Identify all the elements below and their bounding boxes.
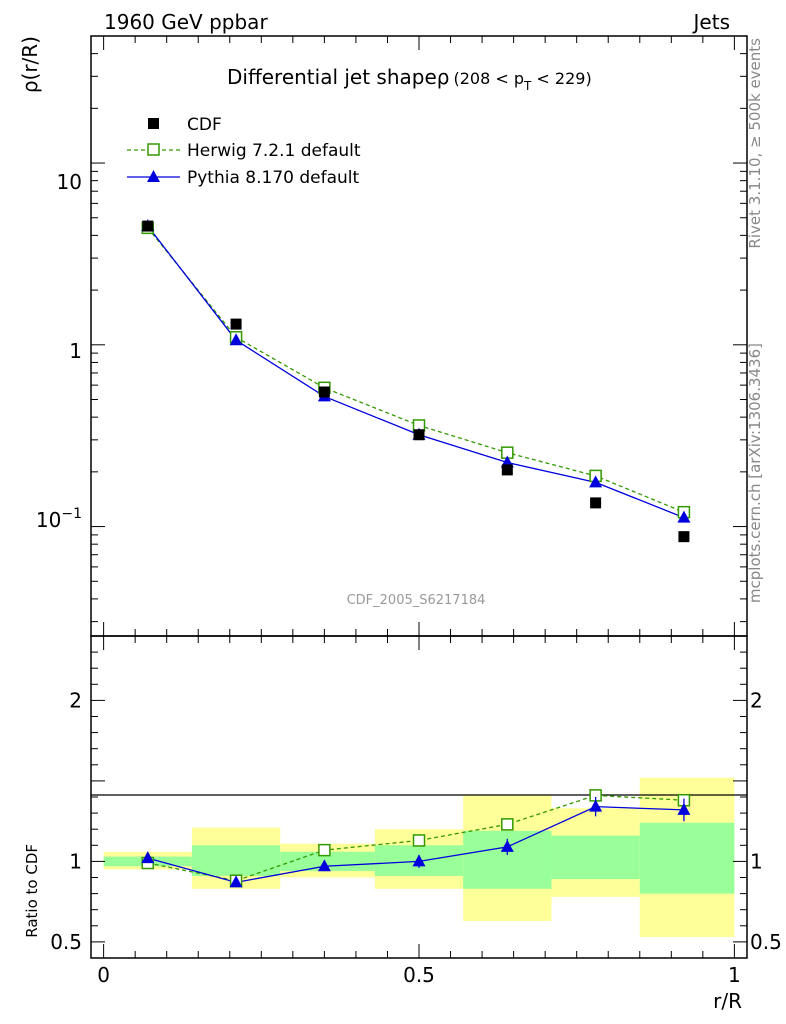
ratio-panel: 0.5 0.5 1 1 2 2 0 0.5 1 Ratio to CDF r/R — [23, 635, 782, 1013]
legend-pythia-label: Pythia 8.170 default — [187, 168, 360, 188]
ratio-axis-ticks — [91, 636, 747, 958]
ratio-point-square-open — [501, 818, 514, 831]
main-point-square-filled — [318, 386, 330, 398]
ratio-point-triangle — [317, 859, 331, 872]
ratio-point-square-open — [412, 834, 426, 847]
main-point-triangle — [677, 510, 691, 523]
ratio-ytick-label: 1 — [69, 849, 82, 873]
ratio-ytick-label-right: 1 — [750, 849, 763, 873]
main-point-square-filled — [678, 531, 690, 543]
xtick-label: 0 — [97, 963, 110, 987]
main-series-line — [147, 227, 685, 513]
ratio-series-layer — [141, 789, 691, 888]
legend-herwig-label: Herwig 7.2.1 default — [187, 141, 361, 161]
ytick-label-10: 10 — [57, 170, 82, 194]
ratio-tick-labels: 0.5 0.5 1 1 2 2 0 0.5 1 — [50, 688, 782, 987]
main-series-layer — [141, 219, 691, 543]
ratio-band-stat — [191, 845, 281, 876]
ratio-point-square-open — [318, 843, 331, 857]
ytick-label-1: 1 — [69, 339, 82, 363]
main-point-triangle — [229, 333, 243, 346]
legend-cdf-label: CDF — [187, 115, 222, 135]
ratio-point-triangle — [589, 799, 603, 812]
ratio-y-axis-label: Ratio to CDF — [23, 844, 41, 938]
xtick-label: 1 — [728, 963, 741, 987]
xtick-label: 0.5 — [403, 963, 435, 987]
ratio-point-triangle — [677, 802, 691, 815]
main-point-square-filled — [142, 220, 154, 232]
mcplots-citation-label: mcplots.cern.ch [arXiv:1306.3436] — [746, 343, 764, 603]
header-energy-label: 1960 GeV ppbar — [104, 10, 268, 34]
ratio-ytick-label-right: 2 — [750, 688, 763, 712]
ytick-label-0.1: 10−1 — [36, 506, 82, 532]
main-point-square-filled — [501, 464, 513, 476]
ratio-ytick-label-right: 0.5 — [750, 930, 782, 954]
main-panel: ρ(r/R) 10 1 10−1 Differential jet shapeρ… — [18, 35, 748, 637]
header-process-label: Jets — [692, 10, 730, 34]
ratio-ytick-label: 2 — [69, 688, 82, 712]
ratio-point-triangle — [412, 854, 426, 867]
ratio-band-stat — [551, 835, 640, 880]
main-y-axis-label: ρ(r/R) — [18, 36, 42, 93]
legend-cdf-marker — [148, 118, 159, 129]
chart-title: Differential jet shapeρ (208 < pT < 229) — [227, 65, 592, 93]
ratio-ytick-label: 0.5 — [50, 930, 82, 954]
legend-herwig-marker — [147, 143, 160, 156]
ratio-point-triangle — [141, 851, 155, 864]
main-point-square-filled — [230, 318, 242, 330]
main-axis-ticks — [91, 35, 747, 636]
analysis-watermark: CDF_2005_S6217184 — [347, 593, 486, 608]
main-point-triangle — [589, 475, 603, 488]
main-point-square-filled — [590, 497, 602, 509]
ratio-band-stat — [639, 822, 735, 894]
x-axis-label: r/R — [713, 989, 742, 1013]
ratio-point-triangle — [229, 875, 243, 888]
legend: CDF Herwig 7.2.1 default Pythia 8.170 de… — [127, 115, 361, 188]
main-point-square-filled — [413, 429, 425, 441]
ratio-point-triangle — [500, 839, 514, 852]
main-series-line — [147, 225, 685, 519]
legend-pythia-marker — [147, 170, 160, 182]
rivet-version-label: Rivet 3.1.10, ≥ 500k events — [746, 38, 764, 249]
